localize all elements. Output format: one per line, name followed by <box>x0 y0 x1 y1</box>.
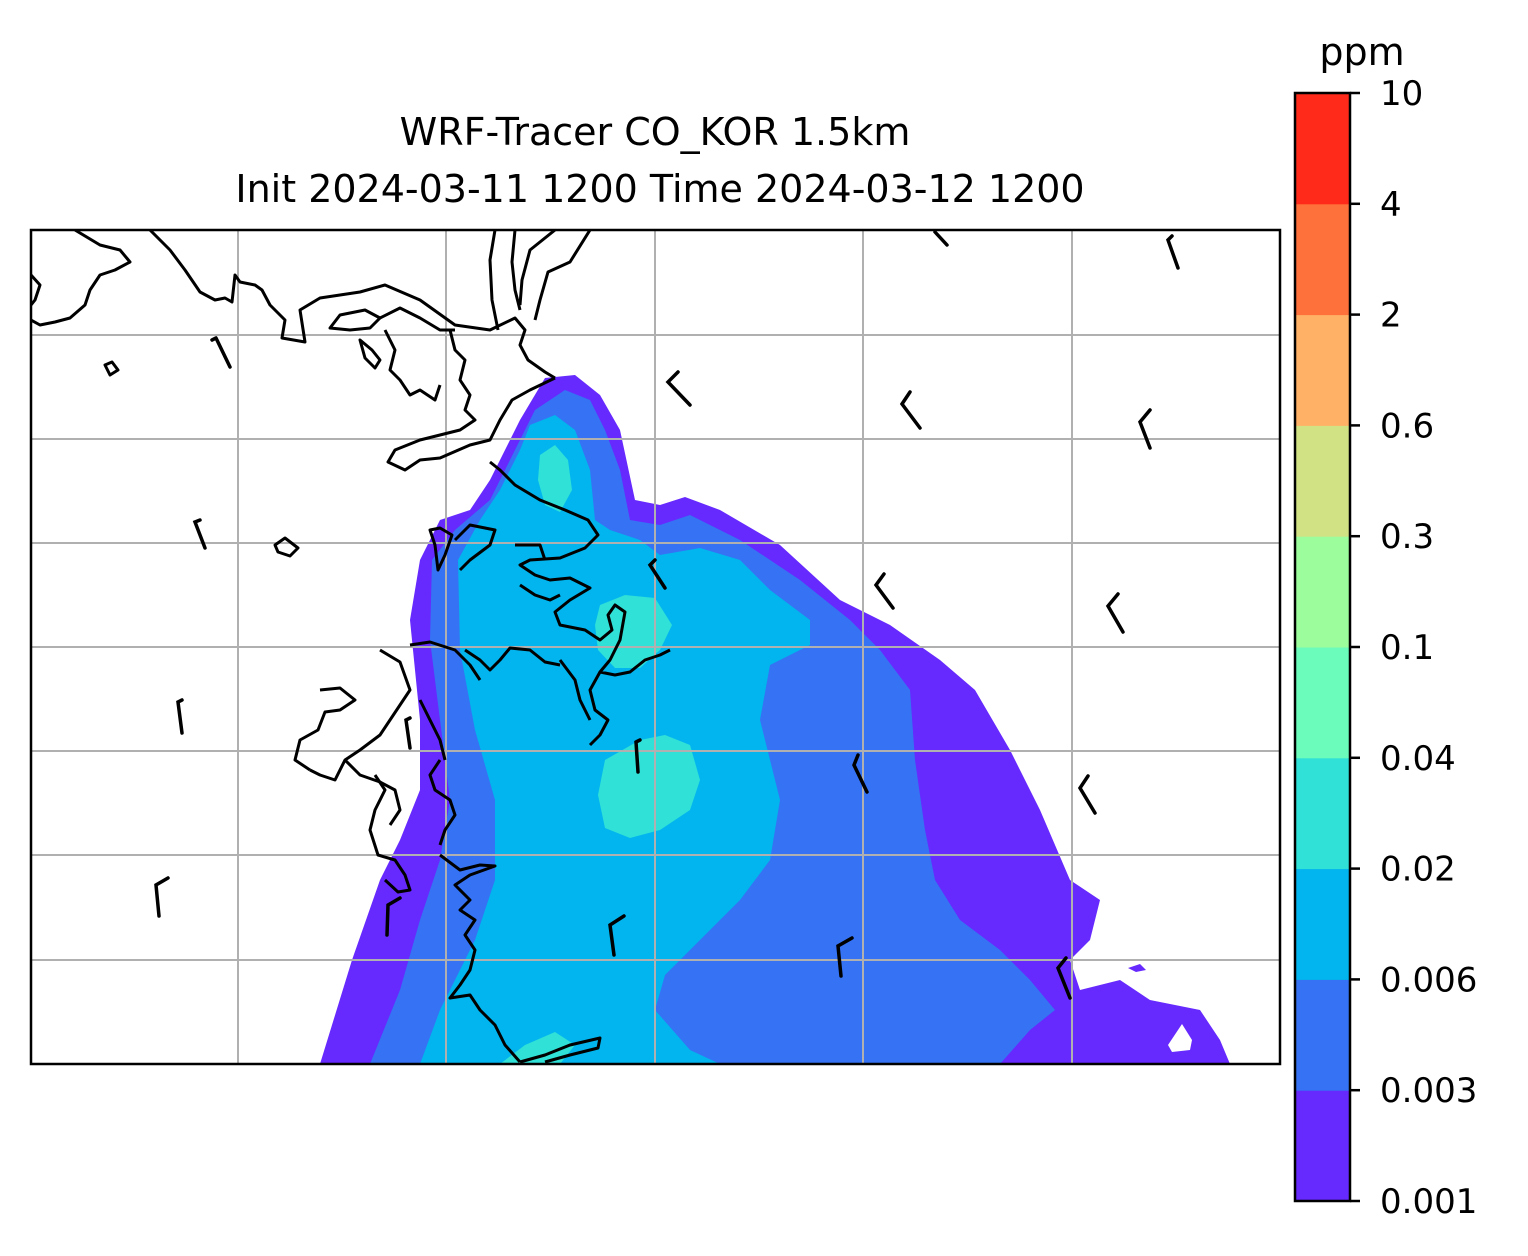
wind-barb <box>154 876 170 918</box>
wind-barb <box>899 390 922 430</box>
wind-barb <box>873 572 895 610</box>
coastline-inner <box>383 329 442 402</box>
map-panel <box>29 228 1282 1066</box>
coastline-north <box>148 230 556 380</box>
wind-barb <box>210 336 232 369</box>
wind-barb <box>192 518 207 550</box>
colorbar-swatch <box>1295 1090 1350 1202</box>
coastline-north <box>31 273 42 306</box>
coastline-south <box>519 1036 602 1064</box>
wind-barb <box>836 936 854 978</box>
wind-barb <box>1165 234 1180 270</box>
wind-barb <box>634 738 642 774</box>
island <box>103 360 120 377</box>
wind-barb <box>1077 774 1097 815</box>
wind-barb <box>647 558 667 590</box>
wind-barb <box>176 698 184 735</box>
colorbar-swatch <box>1295 93 1350 205</box>
colorbar-tick-label: 0.6 <box>1380 406 1434 446</box>
colorbar-tick-label: 0.006 <box>1380 960 1477 1000</box>
colorbar-frame <box>1293 91 1352 1203</box>
colorbar-tick-label: 0.1 <box>1380 628 1434 668</box>
coastline-west <box>489 460 671 677</box>
colorbar-tick-label: 0.001 <box>1380 1182 1477 1222</box>
wind-barb <box>852 753 869 794</box>
wind-barb <box>1105 592 1125 634</box>
colorbar-tick-label: 0.003 <box>1380 1071 1477 1111</box>
wind-barb <box>385 896 402 937</box>
coastline-inner <box>379 306 455 332</box>
colorbar-unit-label: ppm <box>1319 30 1404 74</box>
colorbar-swatch <box>1295 425 1350 537</box>
coastline-west <box>464 646 561 672</box>
contour-band-0.02 <box>598 735 700 838</box>
colorbar-tick-label: 2 <box>1380 296 1402 336</box>
colorbar-swatch <box>1295 536 1350 648</box>
field-hole <box>1168 1024 1192 1052</box>
colorbar-tick-label: 0.3 <box>1380 517 1434 557</box>
coastline-west <box>428 523 497 572</box>
colorbar-tick-label: 0.04 <box>1380 739 1456 779</box>
coastline-west <box>309 640 482 782</box>
colorbar-swatch <box>1295 203 1350 316</box>
wind-barb <box>404 716 412 750</box>
coastline-west <box>515 543 561 602</box>
colorbar-swatch <box>1295 757 1350 870</box>
wind-barbs <box>154 230 1180 1000</box>
coastline-west <box>428 759 457 846</box>
coastline-inner <box>358 338 382 370</box>
plot-title-line-1: WRF-Tracer CO_KOR 1.5km <box>400 110 911 154</box>
coastline-west <box>343 758 402 826</box>
colorbar-tick-label: 0.02 <box>1380 850 1456 890</box>
map-frame <box>29 228 1282 1066</box>
wind-barb <box>1137 408 1152 450</box>
coastline-west <box>368 774 412 894</box>
colorbar-ticks: 0.001 0.003 0.006 0.02 0.04 0.1 0.3 0.6 2 4 10 <box>1350 74 1477 1222</box>
concentration-field <box>320 375 1230 1064</box>
coastline-west <box>558 659 610 747</box>
wind-barb <box>608 914 626 957</box>
gridlines <box>31 230 1280 1064</box>
coastline-west <box>439 853 522 1063</box>
colorbar: ppm 0.001 0.003 0.006 0.02 0.04 0.1 0.3 0.6 2 4 10 <box>1293 30 1477 1222</box>
colorbar-tick-label: 10 <box>1380 74 1423 114</box>
coastline-peninsula <box>386 329 556 472</box>
colorbar-swatches <box>1295 93 1350 1202</box>
contour-band-0.02 <box>500 1032 575 1064</box>
colorbar-swatch <box>1295 979 1350 1091</box>
coastline-west <box>293 686 357 772</box>
coastline-inner <box>488 230 592 331</box>
colorbar-swatch <box>1295 314 1350 426</box>
colorbar-swatch <box>1295 868 1350 980</box>
island <box>273 536 300 558</box>
coastlines <box>31 230 671 1064</box>
contour-band-0.001 <box>1128 964 1146 972</box>
colorbar-tick-label: 4 <box>1380 185 1402 225</box>
wind-barb <box>665 370 692 407</box>
contour-band-0.02 <box>538 445 572 512</box>
wind-barb <box>933 230 949 247</box>
coastline-north <box>31 230 132 327</box>
wind-barb <box>1055 956 1072 1000</box>
plot-title-line-2: Init 2024-03-11 1200 Time 2024-03-12 120… <box>235 167 1084 211</box>
colorbar-swatch <box>1295 647 1350 759</box>
coastline-west <box>418 699 447 761</box>
contour-band-0.006 <box>420 415 810 1064</box>
